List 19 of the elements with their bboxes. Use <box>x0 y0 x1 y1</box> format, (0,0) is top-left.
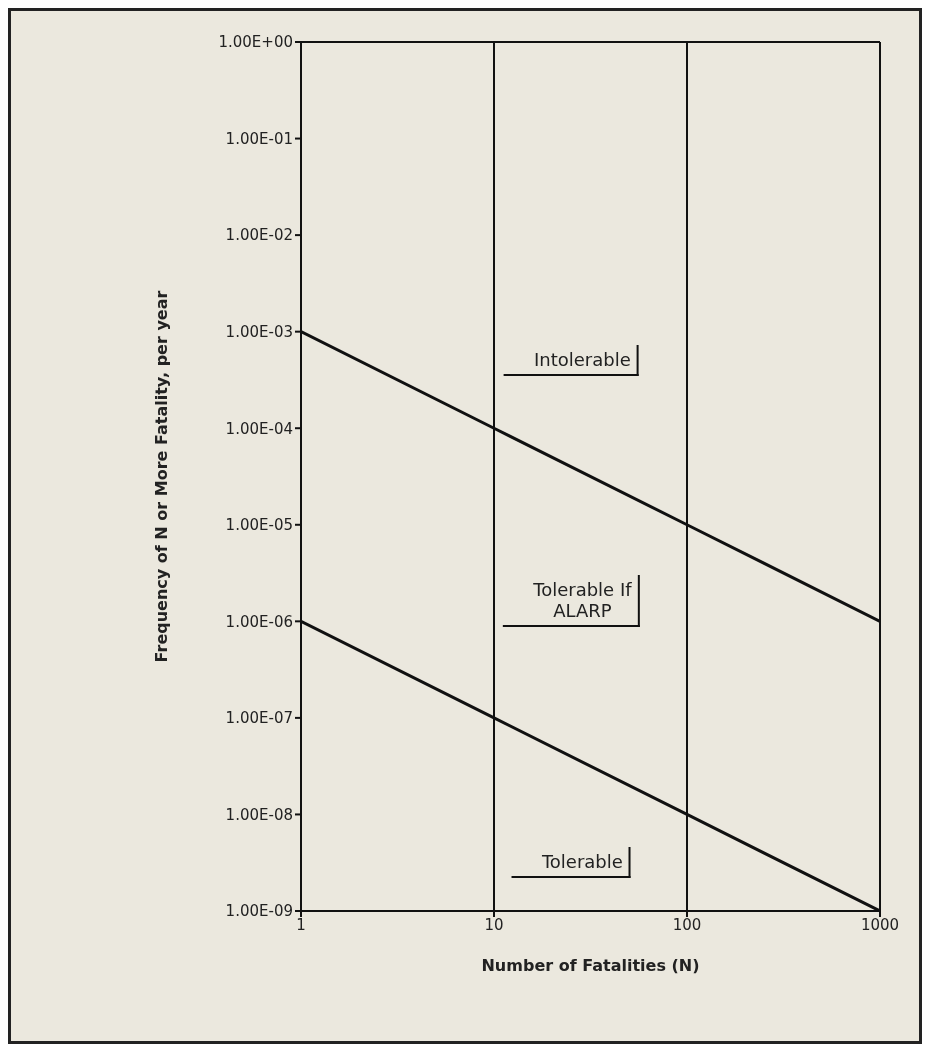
annotation: Intolerable <box>533 348 631 370</box>
annotation: Tolerable <box>541 851 623 872</box>
x-axis-title: Number of Fatalities (N) <box>481 956 700 975</box>
y-tick-label: 1.00E-01 <box>225 129 293 148</box>
y-tick-label: 1.00E-09 <box>225 902 293 921</box>
x-tick-label: 1000 <box>860 915 900 934</box>
x-tick-label: 1 <box>296 915 306 934</box>
y-tick-label: 1.00E-07 <box>225 709 293 728</box>
y-tick-label: 1.00E-04 <box>225 419 293 438</box>
x-tick-label: 100 <box>672 915 702 934</box>
y-tick-label: 1.00E-03 <box>225 322 293 341</box>
y-tick-label: 1.00E-08 <box>225 805 293 824</box>
y-tick-label: 1.00E-05 <box>225 516 293 535</box>
x-tick-label: 10 <box>484 915 504 934</box>
y-tick-label: 1.00E-02 <box>225 226 293 245</box>
annotation: Tolerable If ALARP <box>533 578 632 621</box>
y-tick-label: 1.00E+00 <box>218 33 293 52</box>
y-axis-title: Frequency of N or More Fatality, per year <box>151 290 171 663</box>
y-tick-label: 1.00E-06 <box>225 612 293 631</box>
